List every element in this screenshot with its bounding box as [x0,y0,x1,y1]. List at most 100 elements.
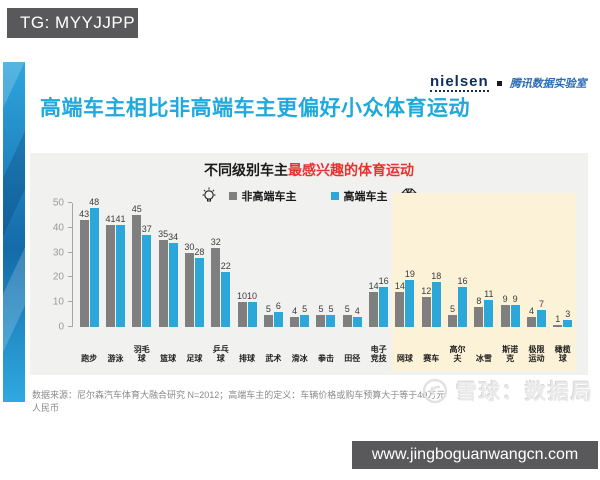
bar-非高端车主: 9 [500,294,510,327]
category-label: 武术 [265,354,282,363]
y-tick-mark [68,326,72,327]
category-group-斯诺克: 9 9 斯诺克 [497,193,524,371]
bar-value-label: 41 [105,214,116,225]
tg-badge: TG: MYYJJPP [7,8,138,38]
y-axis-labels: 0 10 20 30 40 50 [42,198,66,333]
bar-非高端车主: 8 [474,296,484,327]
bar-高端车主: 37 [142,224,152,327]
category-group-高尔夫: 5 16 高尔夫 [444,193,471,371]
bar-value-label: 8 [476,296,482,307]
bar-value-label: 37 [141,224,152,235]
category-group-冰雪: 8 11 冰雪 [470,193,497,371]
bar-非高端车主: 12 [421,286,431,327]
legend-item-premium: 高端车主 [330,188,388,204]
category-label: 滑冰 [291,354,308,363]
partner-label: 腾讯数据实验室 [509,78,587,90]
category-group-滑冰: 4 5 滑冰 [287,193,313,371]
bar-value-label: 16 [378,276,389,287]
category-label: 田径 [344,354,361,363]
category-group-网球: 14 19 网球 [391,193,419,371]
bar-value-label: 18 [431,271,442,282]
bar-高端车主: 4 [352,306,362,327]
bar-value-label: 5 [265,303,271,314]
bar-非高端车主: 5 [263,304,273,327]
bar-value-label: 7 [538,298,544,309]
category-label: 游泳 [107,354,124,363]
bar-非高端车主: 4 [290,306,300,327]
bar-非高端车主: 32 [211,237,221,327]
bar-value-label: 5 [344,303,350,314]
category-label: 电子 竞技 [370,345,387,363]
category-group-电子竞技: 14 16 电子 竞技 [365,193,391,371]
category-group-拳击: 5 5 拳击 [313,193,339,371]
bar-非高端车主: 43 [79,209,89,327]
y-tick-mark [68,276,72,278]
bar-value-label: 41 [115,214,126,225]
bar-高端车主: 11 [484,289,494,327]
y-tick-mark [68,226,72,228]
bar-value-label: 45 [131,204,142,215]
category-label: 赛车 [423,354,440,363]
bar-value-label: 12 [421,286,432,297]
category-label: 足球 [186,354,203,363]
y-tick-label: 10 [52,296,64,308]
bar-value-label: 28 [194,246,205,257]
bar-高端车主: 34 [168,232,178,327]
y-tick-mark [68,251,72,253]
bar-高端车主: 28 [194,247,204,327]
legend-label-premium: 高端车主 [343,191,388,203]
bar-value-label: 4 [354,306,360,317]
bar-value-label: 14 [394,281,405,292]
bar-高端车主: 16 [458,276,468,327]
bar-高端车主: 22 [221,261,231,327]
bar-非高端车主: 10 [237,291,247,327]
chart-title-prefix: 不同级别车主 [204,162,288,178]
category-label: 拳击 [317,354,334,363]
lightbulb-icon [202,187,215,202]
bar-value-label: 10 [247,291,258,302]
plot-area: 0 10 20 30 40 50 43 48 跑步 41 41 游泳 45 37 羽毛球 35 34 篮球 30 2… [42,193,576,371]
chart-panel: 不同级别车主最感兴趣的体育运动 非高端车主 高端车主 0 10 20 30 40 50 [30,153,588,375]
y-tick-mark [68,301,72,303]
category-label: 斯诺克 [502,345,519,363]
legend-label-non-premium: 非高端车主 [241,191,297,203]
bar-非高端车主: 41 [105,214,115,327]
bar-value-label: 5 [328,303,334,314]
bar-value-label: 5 [450,303,456,314]
bar-非高端车主: 14 [395,281,405,327]
website-badge: www.jingboguanwangcn.com [352,441,598,469]
source-note: 数据来源：尼尔森汽车体育大融合研究 N=2012；高端车主的定义：车辆价格或购车… [32,390,446,413]
bar-高端车主: 5 [300,304,310,327]
category-group-极限运动: 4 7 极限 运动 [523,193,550,371]
bar-高端车主: 6 [273,301,283,327]
bar-value-label: 5 [302,303,308,314]
bar-非高端车主: 14 [369,281,379,327]
bar-value-label: 11 [484,288,494,299]
category-group-田径: 5 4 田径 [339,193,365,371]
y-axis-line [68,202,73,327]
bar-非高端车主: 30 [184,242,194,327]
bar-value-label: 9 [502,293,508,304]
category-label: 网球 [396,354,413,363]
bar-value-label: 6 [275,301,281,312]
category-group-游泳: 41 41 游泳 [102,193,128,371]
brand-row: nielsen 腾讯数据实验室 [430,74,587,92]
category-label: 跑步 [81,354,98,363]
category-group-乒乓球: 32 22 乒乓球 [208,193,234,371]
bars-row: 43 48 跑步 41 41 游泳 45 37 羽毛球 35 34 篮球 30 28 足球 32 22 乒乓球 10… [76,193,576,371]
watermark: 雪球：数据局 [420,376,594,406]
bar-高端车主: 3 [563,309,573,327]
y-tick-label: 40 [52,222,64,234]
bar-高端车主: 10 [247,291,257,327]
bar-value-label: 32 [210,236,221,247]
decorative-side-strip [3,62,25,402]
bar-value-label: 5 [318,303,324,314]
category-label: 羽毛球 [133,345,150,363]
page-title: 高端车主相比非高端车主更偏好小众体育运动 [40,97,470,120]
watermark-text: 雪球：数据局 [456,381,594,404]
legend-item-non-premium: 非高端车主 [228,188,297,204]
chart-title: 不同级别车主最感兴趣的体育运动 [30,153,588,180]
category-label: 冰雪 [475,354,492,363]
bar-value-label: 4 [528,306,534,317]
bar-非高端车主: 45 [132,204,142,327]
